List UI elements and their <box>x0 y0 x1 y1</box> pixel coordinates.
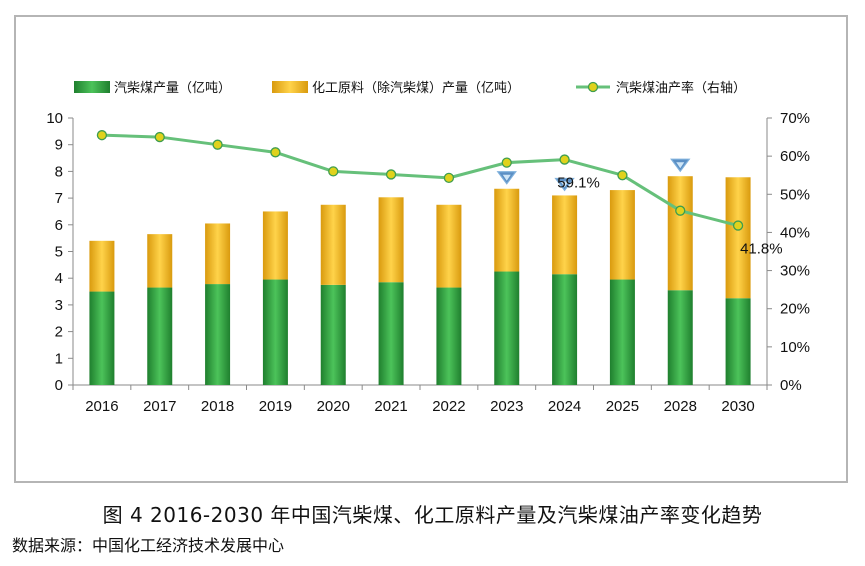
x-tick-label: 2017 <box>143 398 176 415</box>
bar-coal-oil-product <box>494 271 520 385</box>
legend-label-chemical: 化工原料（除汽柴煤）产量（亿吨） <box>312 81 520 96</box>
yield-point <box>617 170 628 181</box>
bar-chemical-feedstock <box>320 204 346 285</box>
left-tick-label: 7 <box>55 190 63 207</box>
legend-label-yield: 汽柴煤油产率（右轴） <box>616 80 746 96</box>
bar-chemical-feedstock <box>494 188 520 272</box>
right-tick-label: 70% <box>780 110 810 127</box>
yield-point <box>96 130 108 141</box>
right-tick-label: 10% <box>780 339 810 356</box>
yield-point <box>385 169 397 180</box>
data-label: 59.1% <box>557 175 600 192</box>
left-tick-label: 5 <box>55 244 63 261</box>
bar-coal-oil-product <box>205 284 231 385</box>
legend-swatch-chemical <box>272 81 308 93</box>
bar-coal-oil-product <box>147 287 173 385</box>
left-tick-label: 8 <box>55 163 63 180</box>
x-tick-label: 2025 <box>606 398 639 415</box>
bar-chemical-feedstock <box>89 240 115 292</box>
yield-point <box>559 154 570 165</box>
left-tick-label: 9 <box>55 137 63 154</box>
highlight-marker <box>496 171 517 185</box>
legend-swatch-coal-oil <box>74 81 110 93</box>
left-tick-label: 2 <box>55 324 63 341</box>
bar-chemical-feedstock <box>262 211 288 280</box>
bar-chemical-feedstock <box>667 176 693 291</box>
yield-point <box>501 157 512 168</box>
marker-glint <box>560 181 569 188</box>
data-label: 41.8% <box>740 241 783 258</box>
x-tick-label: 2022 <box>432 398 465 415</box>
x-tick-label: 2019 <box>259 398 292 415</box>
right-tick-label: 40% <box>780 224 810 241</box>
left-tick-label: 6 <box>55 217 63 234</box>
yield-point <box>675 205 686 216</box>
right-tick-label: 0% <box>780 377 802 394</box>
right-tick-label: 50% <box>780 186 810 203</box>
left-tick-label: 3 <box>55 297 63 314</box>
figure-caption: 图 4 2016-2030 年中国汽柴煤、化工原料产量及汽柴煤油产率变化趋势 <box>102 503 763 527</box>
bar-coal-oil-product <box>609 279 635 385</box>
bar-coal-oil-product <box>667 290 693 385</box>
yield-line <box>96 130 744 231</box>
right-tick-label: 20% <box>780 301 810 318</box>
bar-coal-oil-product <box>89 291 115 385</box>
left-tick-label: 1 <box>55 350 63 367</box>
marker-glint <box>502 174 511 181</box>
bar-chemical-feedstock <box>609 190 635 280</box>
bar-chemical-feedstock <box>147 234 173 288</box>
x-tick-label: 2023 <box>490 398 523 415</box>
yield-point <box>328 166 339 177</box>
x-tick-label: 2018 <box>201 398 234 415</box>
bars <box>89 176 751 385</box>
data-source: 数据来源：中国化工经济技术发展中心 <box>12 536 285 555</box>
yield-line-path <box>101 133 739 228</box>
bar-coal-oil-product <box>320 284 346 385</box>
x-tick-label: 2024 <box>548 398 581 415</box>
right-tick-label: 30% <box>780 263 810 280</box>
left-tick-label: 10 <box>46 110 63 127</box>
x-tick-label: 2016 <box>85 398 118 415</box>
axes: 0 1 2 3 4 5 6 7 8 9 10 0% 10% 20% 30% 40% 50% 60% 70% 2016 2… <box>46 110 810 415</box>
x-tick-label: 2020 <box>317 398 350 415</box>
highlight-marker <box>670 158 691 173</box>
chart-figure: 汽柴煤产量（亿吨） 化工原料（除汽柴煤）产量（亿吨） 汽柴煤油产率（右轴） 0 1 2 3… <box>14 15 848 483</box>
bar-chemical-feedstock <box>436 204 462 288</box>
legend-label-coal-oil: 汽柴煤产量（亿吨） <box>114 81 231 96</box>
right-tick-label: 60% <box>780 148 810 165</box>
x-tick-label: 2021 <box>374 398 407 415</box>
legend-swatch-yield-dot <box>587 81 599 93</box>
x-tick-label: 2030 <box>721 398 754 415</box>
left-tick-label: 0 <box>55 377 63 394</box>
bar-chemical-feedstock <box>725 177 751 299</box>
labels: 59.1% 41.8% <box>496 158 783 258</box>
bar-coal-oil-product <box>378 282 404 385</box>
highlight-marker <box>554 177 575 192</box>
yield-point <box>212 139 223 150</box>
bar-coal-oil-product <box>262 279 288 385</box>
legend: 汽柴煤产量（亿吨） 化工原料（除汽柴煤）产量（亿吨） 汽柴煤油产率（右轴） <box>74 80 746 96</box>
left-tick-label: 4 <box>55 270 63 287</box>
bar-coal-oil-product <box>552 274 578 385</box>
bar-coal-oil-product <box>725 298 751 385</box>
bar-chemical-feedstock <box>552 195 578 275</box>
bar-coal-oil-product <box>436 287 462 385</box>
yield-point <box>732 220 744 231</box>
yield-point <box>443 172 455 184</box>
bar-chemical-feedstock <box>205 223 231 285</box>
bar-chemical-feedstock <box>378 197 404 283</box>
x-tick-label: 2028 <box>664 398 697 415</box>
yield-point <box>154 131 165 143</box>
marker-glint <box>676 162 685 169</box>
yield-point <box>270 147 281 158</box>
